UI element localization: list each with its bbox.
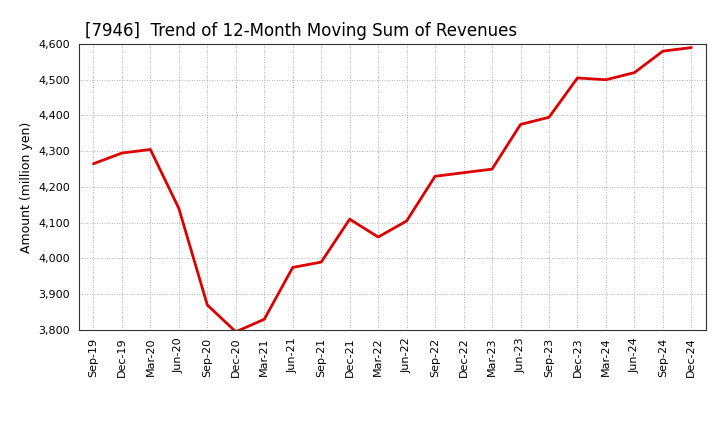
Y-axis label: Amount (million yen): Amount (million yen) bbox=[20, 121, 33, 253]
Text: [7946]  Trend of 12-Month Moving Sum of Revenues: [7946] Trend of 12-Month Moving Sum of R… bbox=[86, 22, 518, 40]
